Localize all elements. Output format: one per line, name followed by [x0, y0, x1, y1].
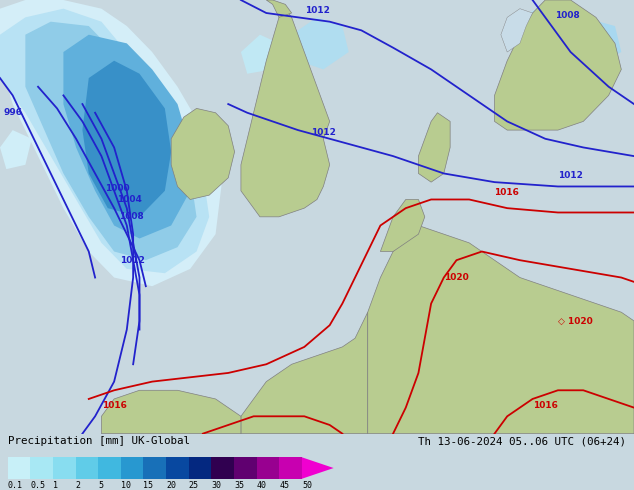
Text: 1012: 1012	[304, 6, 330, 15]
Bar	[53, 457, 75, 479]
Polygon shape	[380, 199, 425, 251]
Text: 1000: 1000	[105, 184, 129, 193]
Polygon shape	[501, 9, 533, 52]
Bar	[257, 457, 280, 479]
Text: 15: 15	[143, 481, 153, 490]
Bar	[8, 457, 30, 479]
Text: ◇ 1020: ◇ 1020	[558, 317, 593, 325]
Bar	[234, 457, 257, 479]
Polygon shape	[241, 35, 279, 74]
Text: 45: 45	[280, 481, 289, 490]
Text: 0.5: 0.5	[30, 481, 45, 490]
Bar	[75, 457, 98, 479]
Text: 996: 996	[3, 108, 22, 117]
Text: 1012: 1012	[311, 128, 335, 137]
Bar	[143, 457, 166, 479]
Polygon shape	[0, 9, 209, 273]
Polygon shape	[101, 390, 241, 434]
Polygon shape	[266, 0, 292, 17]
Polygon shape	[302, 457, 333, 479]
Polygon shape	[552, 17, 621, 70]
Text: 1012: 1012	[558, 171, 583, 180]
Text: 2: 2	[75, 481, 81, 490]
Bar	[30, 457, 53, 479]
Text: 1004: 1004	[117, 195, 142, 204]
Text: 50: 50	[302, 481, 312, 490]
Polygon shape	[418, 113, 450, 182]
Text: 40: 40	[257, 481, 267, 490]
Text: 10: 10	[121, 481, 131, 490]
Polygon shape	[0, 130, 32, 169]
Polygon shape	[82, 61, 171, 217]
Text: 20: 20	[166, 481, 176, 490]
Text: Precipitation [mm] UK-Global: Precipitation [mm] UK-Global	[8, 437, 190, 446]
Polygon shape	[0, 0, 222, 286]
Text: 35: 35	[234, 481, 244, 490]
Polygon shape	[171, 108, 235, 199]
Text: 1012: 1012	[120, 256, 145, 265]
Bar	[98, 457, 121, 479]
Polygon shape	[241, 9, 330, 217]
Text: 25: 25	[189, 481, 198, 490]
Polygon shape	[520, 4, 571, 39]
Text: Th 13-06-2024 05..06 UTC (06+24): Th 13-06-2024 05..06 UTC (06+24)	[418, 437, 626, 446]
Text: 1008: 1008	[555, 11, 579, 20]
Text: 1008: 1008	[119, 212, 144, 221]
Bar	[121, 457, 143, 479]
Polygon shape	[495, 0, 621, 130]
Text: 0.1: 0.1	[8, 481, 23, 490]
Bar	[189, 457, 211, 479]
Polygon shape	[241, 312, 368, 434]
Polygon shape	[25, 22, 197, 260]
Polygon shape	[63, 35, 190, 239]
Text: 1016: 1016	[533, 401, 558, 410]
Bar	[211, 457, 234, 479]
Text: 30: 30	[211, 481, 221, 490]
Bar	[280, 457, 302, 479]
Text: 1016: 1016	[101, 401, 127, 410]
Polygon shape	[292, 17, 349, 70]
Text: 1: 1	[53, 481, 58, 490]
Polygon shape	[368, 225, 634, 434]
Text: 5: 5	[98, 481, 103, 490]
Bar	[166, 457, 189, 479]
Text: 1016: 1016	[495, 188, 519, 197]
Text: 1020: 1020	[444, 273, 469, 282]
